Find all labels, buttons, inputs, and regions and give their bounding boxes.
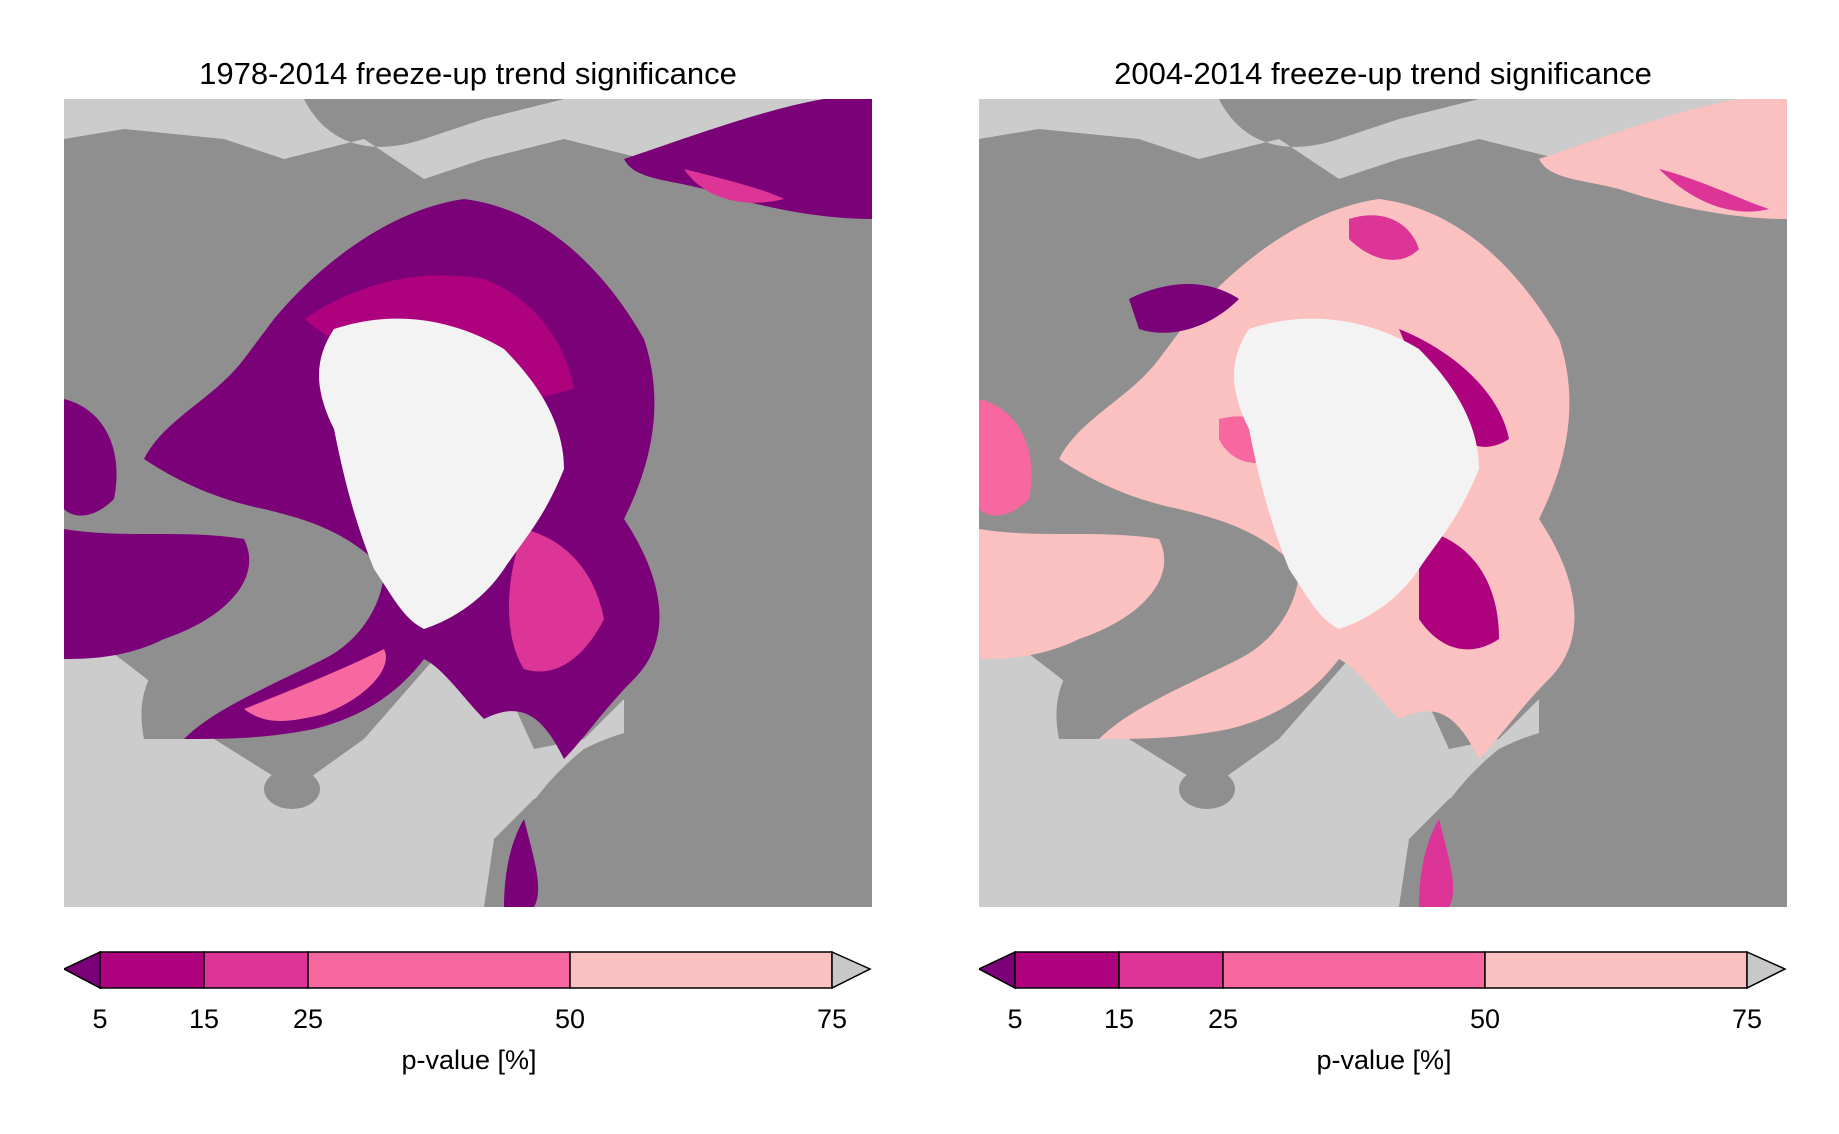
colorbar-tick: 50: [1469, 1004, 1501, 1034]
scandinavia-land: [1399, 719, 1787, 907]
colorbar-tick: 25: [1207, 1004, 1239, 1034]
bering-fill: [624, 99, 872, 219]
left-colorbar-graphic: [64, 950, 872, 990]
canada-channels-fill: [64, 529, 250, 659]
bering-fill: [1539, 99, 1787, 219]
right-colorbar: 5 15 25 50 75 p-value [%]: [979, 950, 1789, 1090]
colorbar-tick: 75: [816, 1004, 848, 1034]
left-map-title: 1978-2014 freeze-up trend significance: [199, 56, 737, 91]
greenland: [1056, 545, 1332, 739]
right-map-panel: 2004-2014 freeze-up trend significance 5: [915, 0, 1815, 1134]
significance-patch-d: [1349, 215, 1419, 260]
colorbar-tick: 5: [1007, 1004, 1023, 1034]
colorbar-bin-50-75: [569, 951, 833, 989]
left-colorbar: 5 15 25 50 75 p-value [%]: [64, 950, 874, 1090]
colorbar-bin-50-75: [1484, 951, 1748, 989]
baltic-fill: [504, 819, 539, 907]
central-arctic: [319, 318, 564, 629]
colorbar-bin-15-25: [1118, 951, 1224, 989]
right-map-title: 2004-2014 freeze-up trend significance: [1114, 56, 1652, 91]
left-arctic-map: [64, 99, 872, 907]
right-arctic-map: [979, 99, 1787, 907]
scandinavia-land: [484, 719, 872, 907]
colorbar-tick: 50: [554, 1004, 586, 1034]
colorbar-bin-25-50: [1222, 951, 1486, 989]
canada-channels-fill: [979, 529, 1165, 659]
colorbar-tick: 25: [292, 1004, 324, 1034]
colorbar-bin-5-15: [99, 951, 205, 989]
colorbar-bin-25-50: [307, 951, 571, 989]
greenland: [141, 545, 417, 739]
right-colorbar-graphic: [979, 950, 1787, 990]
baltic-fill: [1419, 819, 1454, 907]
colorbar-tick: 15: [188, 1004, 220, 1034]
colorbar-over-triangle: [831, 950, 872, 990]
iceland: [264, 769, 320, 809]
significance-patch-c: [244, 649, 386, 721]
colorbar-bin-5-15: [1014, 951, 1120, 989]
colorbar-bin-15-25: [203, 951, 309, 989]
colorbar-label: p-value [%]: [401, 1045, 537, 1075]
bering-fill-b: [1659, 169, 1769, 212]
significance-patch-a: [1129, 284, 1239, 333]
colorbar-over-triangle: [1746, 950, 1787, 990]
colorbar-under-triangle: [979, 950, 1016, 990]
colorbar-tick: 5: [92, 1004, 108, 1034]
left-map-panel: 1978-2014 freeze-up trend significance: [0, 0, 900, 1134]
hudson-bay-fill: [979, 399, 1032, 516]
hudson-bay-fill: [64, 399, 117, 516]
colorbar-under-triangle: [64, 950, 101, 990]
colorbar-tick: 15: [1103, 1004, 1135, 1034]
bering-fill-b: [684, 169, 784, 203]
colorbar-tick: 75: [1731, 1004, 1763, 1034]
central-arctic: [1234, 318, 1479, 629]
significance-patch-c: [1419, 529, 1499, 650]
significance-patch-b: [509, 529, 604, 672]
iceland: [1179, 769, 1235, 809]
colorbar-label: p-value [%]: [1316, 1045, 1452, 1075]
